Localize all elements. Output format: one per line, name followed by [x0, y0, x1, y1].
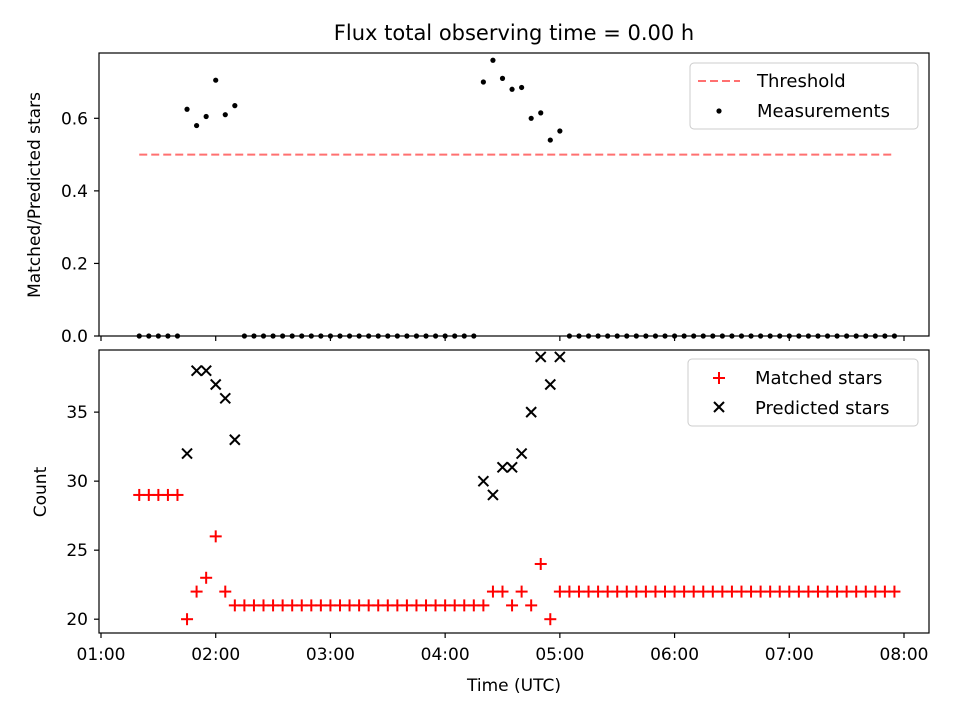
- matched-star-point: [515, 585, 528, 598]
- bottom-x-tick-label: 03:00: [306, 645, 355, 665]
- predicted-star-point: [515, 447, 528, 460]
- bottom-series-matched: [133, 488, 901, 626]
- measurement-point: [528, 115, 534, 121]
- legend-threshold-label: Threshold: [756, 71, 846, 92]
- predicted-star-point: [477, 475, 490, 487]
- predicted-star-point: [535, 351, 547, 363]
- matched-star-point: [171, 488, 184, 501]
- predicted-star-point: [525, 406, 537, 418]
- matched-star-point: [534, 557, 547, 570]
- measurement-point: [222, 112, 228, 118]
- measurement-point: [232, 103, 238, 109]
- bottom-x-tick-label: 08:00: [880, 645, 929, 665]
- top-y-axis: 0.0 0.2 0.4 0.6: [61, 109, 99, 347]
- bottom-x-tick-label: 02:00: [191, 645, 240, 665]
- predicted-star-point: [506, 461, 518, 474]
- predicted-star-point: [544, 378, 557, 391]
- matched-star-point: [200, 571, 213, 584]
- bottom-x-tick-label: 04:00: [421, 645, 470, 665]
- top-legend-box: [689, 62, 919, 130]
- measurement-point: [557, 128, 563, 134]
- measurement-point: [203, 113, 209, 120]
- measurement-point: [499, 75, 506, 81]
- bottom-x-tick-label: 05:00: [535, 645, 584, 665]
- predicted-star-point: [496, 461, 509, 474]
- top-x-ticks: [100, 336, 905, 341]
- matched-star-point: [888, 585, 901, 598]
- bottom-plot-frame: [98, 349, 930, 634]
- bottom-x-tick-label: 07:00: [765, 645, 814, 665]
- bottom-y-tick-label: 25: [66, 541, 88, 561]
- top-legend: Threshold Measurements: [689, 62, 919, 130]
- predicted-star-point: [487, 489, 499, 501]
- measurement-point: [547, 137, 553, 143]
- legend-matched-label: Matched stars: [755, 368, 882, 389]
- matched-star-point: [496, 585, 509, 598]
- bottom-y-tick-label: 35: [66, 403, 88, 423]
- predicted-star-point: [190, 365, 203, 377]
- bottom-y-axis-label: Count: [31, 466, 51, 517]
- legend-matched-swatch: [713, 372, 725, 384]
- bottom-legend: Matched stars Predicted stars: [687, 358, 919, 427]
- legend-measurements-swatch: [716, 108, 722, 114]
- measurement-point: [490, 57, 496, 63]
- matched-star-point: [181, 613, 194, 626]
- predicted-star-point: [181, 447, 193, 460]
- bottom-x-tick-label: 01:00: [77, 645, 126, 665]
- predicted-star-point: [210, 378, 222, 391]
- top-y-tick-label: 0.2: [61, 254, 88, 274]
- top-y-tick-label: 0.6: [61, 109, 88, 129]
- predicted-star-point: [554, 351, 566, 363]
- predicted-star-point: [229, 434, 241, 446]
- top-panel: Flux total observing time = 0.00 h 0.00.…: [25, 21, 930, 347]
- measurement-point: [193, 122, 200, 129]
- legend-predicted-swatch: [713, 401, 725, 413]
- matched-star-point: [219, 585, 232, 598]
- bottom-x-tick-label: 06:00: [650, 645, 699, 665]
- top-y-tick-label: 0.0: [61, 327, 88, 347]
- legend-measurements-label: Measurements: [757, 101, 890, 122]
- predicted-star-point: [219, 392, 231, 405]
- bottom-series-predicted: [181, 351, 566, 501]
- measurement-point: [509, 86, 515, 92]
- measurement-point: [213, 77, 219, 83]
- matched-star-point: [477, 599, 490, 612]
- bottom-x-axis-label: Time (UTC): [466, 676, 561, 696]
- bottom-legend-box: [687, 358, 919, 427]
- measurement-point: [519, 84, 525, 91]
- matched-star-point: [506, 599, 519, 612]
- measurement-point: [480, 79, 486, 85]
- measurement-point: [538, 110, 544, 116]
- bottom-y-tick-label: 20: [66, 610, 88, 630]
- matched-star-point: [525, 599, 538, 612]
- top-plot-frame: [98, 52, 930, 337]
- measurement-point: [184, 106, 190, 112]
- matched-star-point: [544, 613, 557, 626]
- legend-predicted-label: Predicted stars: [755, 398, 889, 419]
- bottom-y-tick-label: 30: [66, 472, 88, 492]
- matched-star-point: [190, 585, 203, 598]
- predicted-star-point: [200, 365, 212, 377]
- top-y-tick-label: 0.4: [61, 182, 88, 202]
- bottom-x-axis: 01:00 02:00 03:00 04:00 05:00 06:00 07:00 08:00: [77, 633, 929, 665]
- bottom-y-axis: 20 25 30 35: [66, 403, 99, 630]
- matched-star-point: [209, 530, 222, 543]
- top-y-axis-label: Matched/Predicted stars: [25, 92, 45, 298]
- top-chart-title: Flux total observing time = 0.00 h: [334, 21, 694, 45]
